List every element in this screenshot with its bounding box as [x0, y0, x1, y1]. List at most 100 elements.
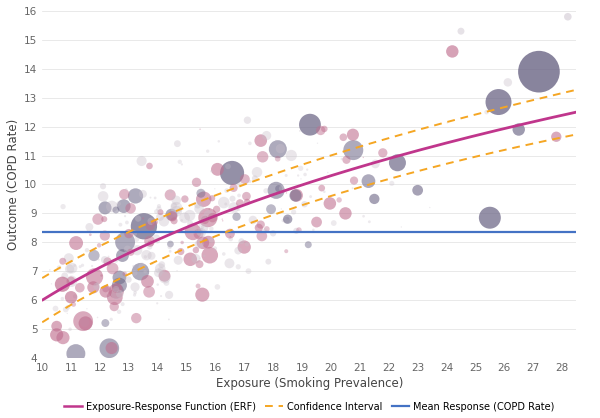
Point: [152, 300, 162, 307]
Point: [302, 166, 312, 173]
Point: [161, 280, 171, 286]
Point: [93, 314, 103, 321]
Point: [172, 267, 182, 274]
Point: [58, 334, 68, 341]
Point: [252, 169, 262, 176]
Point: [67, 278, 76, 285]
Point: [67, 294, 76, 301]
Point: [140, 254, 150, 260]
Point: [244, 268, 253, 275]
Point: [341, 210, 350, 217]
Point: [292, 192, 301, 199]
Point: [371, 161, 380, 167]
Point: [242, 199, 252, 205]
Point: [69, 301, 79, 308]
Point: [300, 171, 310, 178]
Point: [166, 191, 175, 198]
Point: [152, 238, 162, 245]
Point: [204, 212, 214, 218]
Point: [281, 190, 291, 196]
Point: [92, 283, 101, 290]
Point: [456, 28, 466, 35]
Point: [235, 200, 245, 206]
Point: [167, 188, 176, 195]
Point: [79, 318, 88, 324]
Point: [197, 229, 206, 236]
Point: [273, 155, 283, 162]
Point: [185, 212, 194, 219]
Point: [159, 218, 169, 224]
Point: [137, 158, 146, 164]
Point: [268, 230, 278, 237]
Point: [165, 244, 175, 250]
Point: [262, 226, 272, 232]
Point: [197, 291, 207, 298]
Point: [126, 249, 136, 255]
Point: [124, 230, 134, 237]
Point: [58, 281, 67, 288]
Point: [121, 239, 130, 245]
Point: [239, 244, 249, 250]
Point: [316, 127, 325, 134]
Point: [337, 155, 347, 162]
Point: [485, 214, 494, 221]
Point: [299, 201, 309, 208]
Point: [205, 252, 215, 259]
Point: [210, 245, 220, 252]
Point: [139, 223, 149, 229]
Point: [54, 264, 64, 271]
Point: [108, 265, 118, 272]
Point: [154, 270, 163, 276]
Point: [101, 320, 110, 326]
Point: [191, 247, 200, 253]
Point: [176, 248, 185, 255]
Point: [219, 199, 229, 206]
Point: [65, 266, 74, 273]
Point: [232, 214, 241, 220]
Point: [154, 203, 164, 209]
Point: [119, 228, 129, 235]
Point: [71, 240, 81, 246]
Point: [245, 178, 255, 185]
Point: [503, 79, 512, 86]
Point: [131, 193, 140, 199]
Point: [392, 159, 402, 166]
Point: [229, 204, 239, 211]
Point: [425, 204, 434, 211]
Point: [294, 227, 304, 233]
Point: [98, 193, 108, 200]
Point: [145, 237, 154, 244]
Point: [448, 48, 457, 55]
Point: [200, 224, 209, 231]
Point: [66, 278, 76, 284]
Point: [146, 252, 156, 259]
Point: [152, 234, 161, 241]
Point: [254, 224, 263, 231]
Point: [112, 291, 121, 297]
Point: [138, 191, 148, 197]
Point: [61, 306, 71, 313]
Point: [115, 274, 124, 281]
Point: [129, 263, 139, 270]
Point: [370, 196, 379, 202]
Point: [192, 179, 202, 186]
Point: [51, 305, 61, 312]
Point: [78, 262, 88, 269]
Point: [245, 140, 254, 147]
Point: [80, 319, 89, 326]
Point: [112, 288, 121, 294]
Point: [274, 185, 284, 192]
Point: [169, 202, 179, 209]
Point: [70, 293, 80, 300]
Point: [223, 163, 233, 170]
Point: [166, 241, 175, 247]
Point: [128, 230, 138, 237]
Point: [65, 278, 74, 284]
Point: [138, 215, 148, 222]
Point: [175, 205, 185, 212]
Point: [131, 315, 141, 321]
Point: [334, 196, 344, 203]
Point: [120, 270, 130, 277]
Point: [195, 261, 205, 268]
Point: [151, 195, 160, 201]
